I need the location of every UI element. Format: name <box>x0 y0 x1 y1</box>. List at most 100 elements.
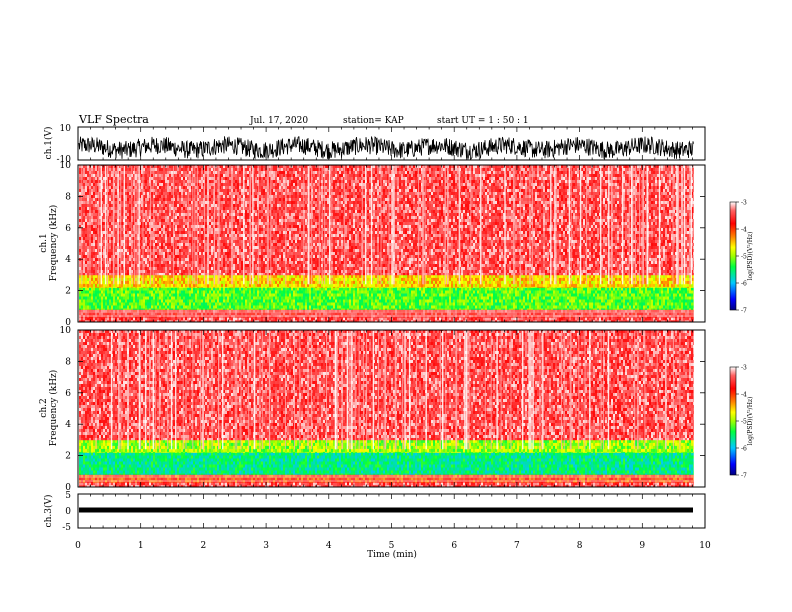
spectrogram-cell <box>189 290 192 294</box>
spectrogram-cell <box>229 290 232 294</box>
spectrogram-cell <box>347 287 350 291</box>
spectrogram-cell <box>167 296 170 300</box>
spectrogram-cell <box>665 290 668 294</box>
spectrogram-cell <box>597 309 600 313</box>
spectrogram-cell <box>557 299 560 303</box>
spectrogram-cell <box>427 309 430 313</box>
spectrogram-cell <box>169 290 172 294</box>
spectrogram-cell <box>209 277 212 282</box>
spectrogram-cell <box>619 287 622 291</box>
spectrogram-cell <box>243 299 246 303</box>
spectrogram-cell <box>579 317 582 321</box>
spectrogram-cell <box>209 302 212 306</box>
spectrogram-cell <box>233 296 236 300</box>
spectrogram-cell <box>157 290 160 294</box>
spectrogram-cell <box>475 308 478 310</box>
spectrogram-cell <box>397 296 400 300</box>
spectrogram-cell <box>273 308 276 310</box>
spectrogram-cell <box>117 308 120 310</box>
spectrogram-cell <box>211 290 214 294</box>
spectrogram-cell <box>665 287 668 291</box>
spectrogram-cell <box>225 287 228 291</box>
spectrogram-cell <box>573 320 576 323</box>
spectrogram-cell <box>547 305 550 309</box>
spectrogram-cell <box>575 280 578 285</box>
spectrogram-cell <box>269 274 272 279</box>
spectrogram-cell <box>365 290 368 294</box>
spectrogram-cell <box>339 308 342 310</box>
spectrogram-cell <box>273 302 276 306</box>
spectrogram-cell <box>423 309 426 313</box>
spectrogram-cell <box>537 277 540 282</box>
spectrogram-cell <box>95 277 98 282</box>
spectrogram-cell <box>411 305 414 309</box>
spectrogram-cell <box>577 299 580 303</box>
spectrogram-cell <box>303 308 306 310</box>
spectrogram-cell <box>445 305 448 309</box>
spectrogram-cell <box>297 320 300 323</box>
spectrogram-cell <box>351 274 354 279</box>
spectrogram-cell <box>319 309 322 313</box>
spectrogram-cell <box>299 308 302 310</box>
spectrogram-cell <box>647 317 650 321</box>
spectrogram-cell <box>313 302 316 306</box>
spectrogram-cell <box>427 305 430 309</box>
spectrogram-cell <box>643 302 646 306</box>
spectrogram-cell <box>415 302 418 306</box>
spectrogram-cell <box>283 290 286 294</box>
spectrogram-cell <box>365 296 368 300</box>
spectrogram-cell <box>617 293 620 297</box>
spectrogram-cell <box>665 305 668 309</box>
spectrogram-cell <box>521 293 524 297</box>
spectrogram-cell <box>137 290 140 294</box>
spectrogram-cell <box>375 274 378 279</box>
spectrogram-cell <box>265 293 268 297</box>
spectrogram-cell <box>547 320 550 323</box>
spectrogram-cell <box>325 296 328 300</box>
spectrogram-cell <box>277 299 280 303</box>
spectrogram-cell <box>661 317 664 321</box>
spectrogram-cell <box>573 293 576 297</box>
spectrogram-cell <box>401 302 404 306</box>
spectrogram-cell <box>263 299 266 303</box>
spectrogram-cell <box>221 280 224 285</box>
spectrogram-cell <box>109 299 112 303</box>
spectrogram-cell <box>359 277 362 282</box>
spectrogram-cell <box>189 320 192 323</box>
spectrogram-cell <box>507 308 510 310</box>
spectrogram-cell <box>173 299 176 303</box>
spectrogram-cell <box>353 317 356 321</box>
spectrogram-cell <box>105 305 108 309</box>
spectrogram-cell <box>509 280 512 285</box>
spectrogram-cell <box>301 320 304 323</box>
spectrogram-cell <box>539 309 542 313</box>
spectrogram-cell <box>299 277 302 282</box>
spectrogram-cell <box>541 305 544 309</box>
spectrogram-cell <box>133 302 136 306</box>
spectrogram-cell <box>361 290 364 294</box>
spectrogram-cell <box>537 287 540 291</box>
spectrogram-cell <box>503 317 506 321</box>
spectrogram-cell <box>241 320 244 323</box>
spectrogram-cell <box>549 290 552 294</box>
spectrogram-cell <box>281 320 284 323</box>
spectrogram-cell <box>463 274 466 279</box>
spectrogram-cell <box>361 309 364 313</box>
spectrogram-cell <box>209 274 212 279</box>
spectrogram-cell <box>687 320 690 323</box>
spectrogram-cell <box>295 309 298 313</box>
spectrogram-cell <box>321 305 324 309</box>
spectrogram-cell <box>201 287 204 291</box>
spectrogram-cell <box>465 299 468 303</box>
spectrogram-cell <box>605 277 608 282</box>
spectrogram-cell <box>409 290 412 294</box>
spectrogram-cell <box>655 296 658 300</box>
spectrogram-cell <box>619 290 622 294</box>
spectrogram-cell <box>675 277 678 282</box>
spectrogram-cell <box>235 277 238 282</box>
spectrogram-cell <box>295 317 298 321</box>
spectrogram-cell <box>561 290 564 294</box>
spectrogram-cell <box>437 290 440 294</box>
spectrogram-cell <box>397 280 400 285</box>
spectrogram-cell <box>429 309 432 313</box>
